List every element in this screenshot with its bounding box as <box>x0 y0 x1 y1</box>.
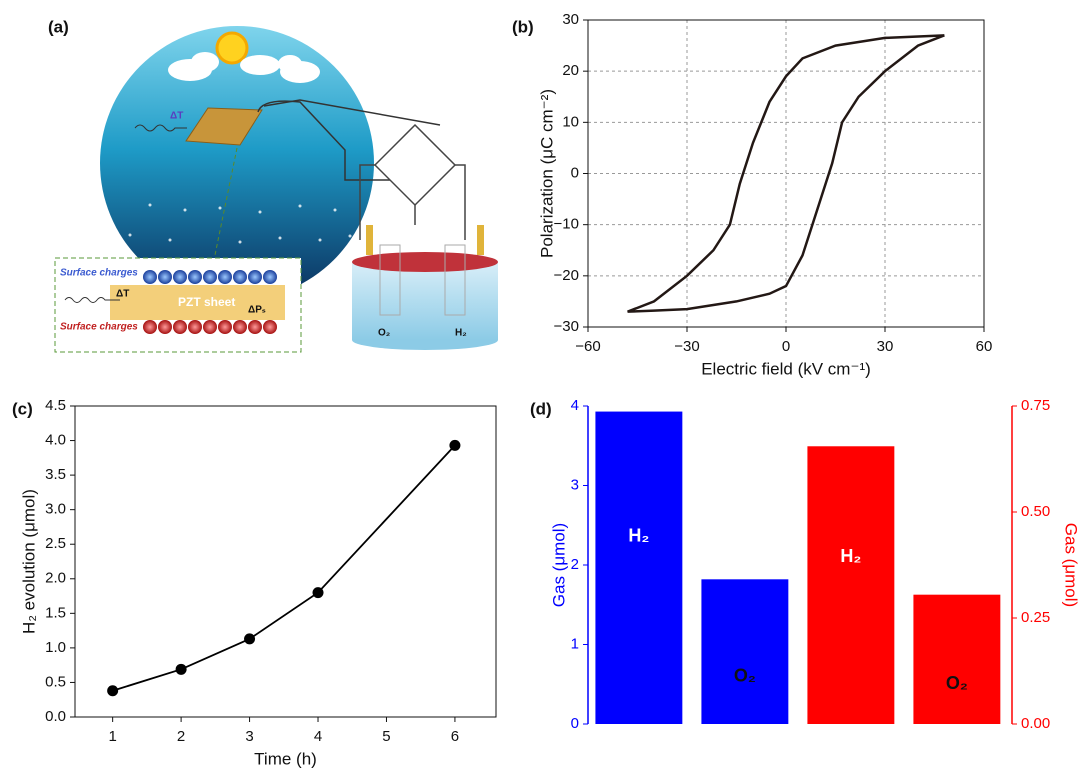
x-axis-label: Electric field (kV cm⁻¹) <box>701 359 871 378</box>
pzt-plate <box>185 107 263 146</box>
delta-ps: ΔPₛ <box>248 305 266 316</box>
x-tick-label: 0 <box>782 338 790 355</box>
x-tick-label: 6 <box>451 728 459 745</box>
x-tick-label: 30 <box>877 338 894 355</box>
y2-tick-label: 0.75 <box>1021 397 1050 414</box>
y-tick-label: −30 <box>554 318 579 335</box>
y-tick-label: 4 <box>571 397 579 414</box>
y-tick-label: 1.0 <box>45 639 66 656</box>
x-tick-label: −30 <box>674 338 699 355</box>
y-axis-label: Polarization (μC cm⁻²) <box>537 89 556 258</box>
bar-label: O₂ <box>734 665 756 685</box>
wire <box>257 100 392 181</box>
y2-axis-label: Gas (μmol) <box>1062 523 1081 607</box>
bar <box>913 594 1001 724</box>
panel-label: (a) <box>48 17 69 36</box>
electrode <box>379 244 401 316</box>
terminal <box>366 225 373 255</box>
y-tick-label: 4.5 <box>45 397 66 414</box>
y-tick-label: 0.5 <box>45 673 66 690</box>
panel-label: (c) <box>12 399 33 418</box>
x-axis-label: Time (h) <box>254 749 317 768</box>
zoom-arrow <box>214 147 238 256</box>
data-point <box>449 439 461 451</box>
panel-label: (b) <box>512 17 534 36</box>
o2-label: O₂ <box>378 328 390 339</box>
electrode <box>444 244 466 316</box>
data-line <box>627 34 945 313</box>
y-tick-label: 0.0 <box>45 708 66 725</box>
y-tick-label: 4.0 <box>45 432 66 449</box>
heat-wave <box>134 124 187 132</box>
terminal <box>477 225 484 255</box>
x-tick-label: 3 <box>245 728 253 745</box>
y-axis-label: Gas (μmol) <box>549 523 568 607</box>
beaker-lid <box>352 252 498 272</box>
x-tick-label: 60 <box>976 338 993 355</box>
pzt-sheet <box>110 285 285 320</box>
bar-label: H₂ <box>628 525 649 545</box>
x-tick-label: −60 <box>575 338 600 355</box>
y-tick-label: 30 <box>562 11 579 28</box>
bar-label: O₂ <box>946 673 968 693</box>
y-tick-label: 0 <box>571 164 579 181</box>
y-axis-label: H₂ evolution (μmol) <box>19 489 38 634</box>
y-tick-label: 1.5 <box>45 604 66 621</box>
data-point <box>244 633 256 645</box>
plot-frame <box>587 19 985 328</box>
y-tick-label: 3 <box>571 476 579 493</box>
bar-label: H₂ <box>840 546 861 566</box>
red-charges <box>143 320 277 334</box>
y-tick-label: 2 <box>571 556 579 573</box>
rectifier <box>373 123 457 207</box>
sheet-label: PZT sheet <box>178 295 235 309</box>
clouds <box>168 52 320 83</box>
surface-charges: Surface charges <box>60 322 138 333</box>
y2-tick-label: 0.00 <box>1021 715 1050 732</box>
y-tick-label: −10 <box>554 216 579 233</box>
x-tick-label: 1 <box>108 728 116 745</box>
x-tick-label: 4 <box>314 728 322 745</box>
data-point <box>107 685 119 697</box>
data-point <box>175 663 187 675</box>
panel-label: (d) <box>530 399 552 418</box>
surface-charges: Surface charges <box>60 268 138 279</box>
blue-charges <box>143 270 277 284</box>
y2-tick-label: 0.50 <box>1021 503 1050 520</box>
sun <box>215 31 249 65</box>
stars <box>128 203 352 244</box>
beaker <box>352 262 498 340</box>
y-tick-label: 20 <box>562 62 579 79</box>
plot-frame <box>74 405 497 718</box>
data-point <box>312 587 324 599</box>
bar <box>807 446 895 724</box>
x-tick-label: 2 <box>177 728 185 745</box>
x-tick-label: 5 <box>382 728 390 745</box>
y-tick-label: 1 <box>571 635 579 652</box>
y-tick-label: 10 <box>562 113 579 130</box>
sky-circle <box>100 26 374 300</box>
y2-tick-label: 0.25 <box>1021 609 1050 626</box>
data-line <box>112 444 456 692</box>
wire <box>263 99 441 126</box>
heat-wave <box>64 297 120 303</box>
y-tick-label: 2.5 <box>45 535 66 552</box>
illustration: (a) ΔT O₂ H₂ <box>48 17 498 353</box>
delta-t: ΔT <box>170 111 183 122</box>
bar <box>595 411 683 724</box>
y-tick-label: −20 <box>554 267 579 284</box>
y-tick-label: 3.0 <box>45 501 66 518</box>
h2-label: H₂ <box>455 328 467 339</box>
wire <box>359 164 466 240</box>
y-tick-label: 0 <box>571 715 579 732</box>
y-tick-label: 2.0 <box>45 570 66 587</box>
bar <box>701 579 789 724</box>
y-tick-label: 3.5 <box>45 466 66 483</box>
delta-t-inset: ΔT <box>116 289 129 300</box>
